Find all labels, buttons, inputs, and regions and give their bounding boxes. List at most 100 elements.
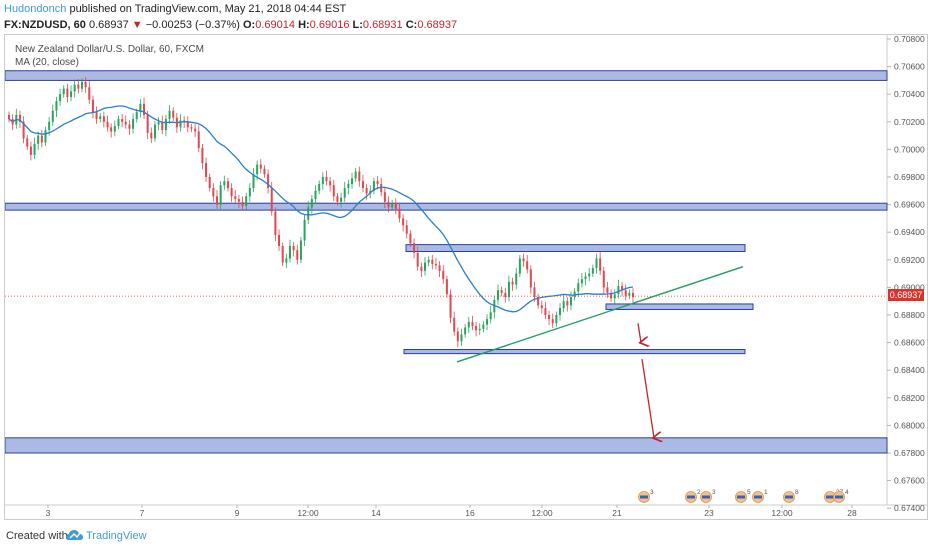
candle-body[interactable] bbox=[438, 265, 441, 271]
candle-body[interactable] bbox=[7, 114, 11, 120]
candle-body[interactable] bbox=[496, 290, 499, 300]
candle-body[interactable] bbox=[405, 225, 408, 234]
candle-body[interactable] bbox=[143, 103, 146, 115]
candle-body[interactable] bbox=[157, 121, 160, 125]
candle-body[interactable] bbox=[62, 88, 65, 95]
candle-body[interactable] bbox=[205, 163, 208, 177]
candle-body[interactable] bbox=[387, 201, 390, 208]
candle-body[interactable] bbox=[464, 327, 467, 335]
candle-body[interactable] bbox=[110, 127, 113, 132]
candle-body[interactable] bbox=[358, 171, 361, 182]
candle-body[interactable] bbox=[591, 268, 594, 274]
ma-legend[interactable]: MA (20, close) bbox=[15, 57, 79, 68]
candle-body[interactable] bbox=[427, 259, 430, 263]
support-resistance-zone[interactable] bbox=[405, 244, 746, 253]
candle-body[interactable] bbox=[599, 258, 602, 271]
candle-body[interactable] bbox=[577, 283, 580, 292]
candle-body[interactable] bbox=[555, 315, 558, 324]
candle-body[interactable] bbox=[194, 128, 197, 132]
candle-body[interactable] bbox=[66, 88, 69, 97]
candle-body[interactable] bbox=[489, 312, 492, 320]
candle-body[interactable] bbox=[394, 203, 397, 209]
candle-body[interactable] bbox=[351, 178, 354, 184]
candle-body[interactable] bbox=[153, 124, 156, 139]
candle-body[interactable] bbox=[186, 121, 189, 128]
candle-body[interactable] bbox=[164, 119, 167, 131]
support-resistance-zone[interactable] bbox=[403, 349, 746, 355]
candle-body[interactable] bbox=[602, 270, 605, 288]
candle-body[interactable] bbox=[507, 281, 510, 298]
candle-body[interactable] bbox=[529, 269, 532, 288]
candle-body[interactable] bbox=[132, 119, 135, 129]
candle-body[interactable] bbox=[88, 87, 91, 100]
candle-body[interactable] bbox=[310, 199, 313, 208]
candle-body[interactable] bbox=[252, 174, 255, 189]
candle-body[interactable] bbox=[409, 233, 412, 244]
candle-body[interactable] bbox=[420, 266, 423, 271]
candle-body[interactable] bbox=[318, 183, 321, 191]
candle-body[interactable] bbox=[80, 81, 83, 89]
candle-body[interactable] bbox=[544, 308, 547, 315]
candle-body[interactable] bbox=[73, 84, 76, 92]
tradingview-cloud-icon[interactable] bbox=[66, 529, 84, 541]
candle-body[interactable] bbox=[347, 183, 350, 189]
candle-body[interactable] bbox=[230, 188, 233, 197]
candle-body[interactable] bbox=[445, 279, 448, 295]
candle-body[interactable] bbox=[91, 99, 94, 113]
candle-body[interactable] bbox=[610, 292, 613, 299]
candle-body[interactable] bbox=[325, 177, 328, 182]
candle-body[interactable] bbox=[431, 259, 434, 264]
candle-body[interactable] bbox=[197, 131, 200, 149]
candle-body[interactable] bbox=[223, 181, 226, 186]
projection-arrow[interactable] bbox=[641, 359, 654, 438]
candle-body[interactable] bbox=[537, 297, 540, 306]
chart-panel[interactable]: 0.70800 0.70600 0.70400 0.70200 0.70000 0.698… bbox=[4, 34, 928, 520]
support-resistance-zone[interactable] bbox=[5, 437, 888, 454]
candle-body[interactable] bbox=[343, 188, 346, 198]
candle-body[interactable] bbox=[299, 240, 302, 260]
candle-body[interactable] bbox=[259, 164, 262, 169]
candle-body[interactable] bbox=[40, 135, 43, 143]
candle-body[interactable] bbox=[540, 305, 543, 309]
candle-body[interactable] bbox=[237, 199, 240, 202]
candle-body[interactable] bbox=[391, 203, 394, 208]
candle-body[interactable] bbox=[595, 258, 598, 269]
candle-body[interactable] bbox=[245, 196, 248, 206]
candle-body[interactable] bbox=[303, 219, 306, 241]
candle-body[interactable] bbox=[486, 319, 489, 325]
candle-body[interactable] bbox=[226, 181, 229, 189]
candle-body[interactable] bbox=[37, 135, 40, 144]
candle-body[interactable] bbox=[361, 181, 364, 189]
candle-body[interactable] bbox=[398, 208, 401, 219]
candle-body[interactable] bbox=[215, 196, 219, 205]
candle-body[interactable] bbox=[84, 81, 87, 88]
candle-body[interactable] bbox=[475, 326, 478, 331]
candle-body[interactable] bbox=[628, 292, 631, 296]
candle-body[interactable] bbox=[241, 201, 244, 206]
candle-body[interactable] bbox=[139, 103, 142, 113]
candle-body[interactable] bbox=[332, 185, 335, 197]
candle-body[interactable] bbox=[292, 246, 295, 251]
candle-body[interactable] bbox=[172, 110, 175, 118]
candle-body[interactable] bbox=[551, 319, 554, 324]
candle-body[interactable] bbox=[267, 174, 270, 189]
candle-body[interactable] bbox=[329, 181, 332, 186]
trendline[interactable] bbox=[456, 266, 744, 363]
candle-body[interactable] bbox=[365, 188, 368, 194]
tradingview-brand[interactable]: TradingView bbox=[86, 530, 147, 542]
candle-body[interactable] bbox=[55, 101, 58, 111]
candle-body[interactable] bbox=[201, 148, 204, 164]
candle-body[interactable] bbox=[161, 121, 164, 131]
candle-body[interactable] bbox=[617, 286, 620, 295]
candle-body[interactable] bbox=[26, 138, 29, 147]
candle-body[interactable] bbox=[146, 114, 149, 133]
candle-body[interactable] bbox=[453, 317, 456, 332]
candle-body[interactable] bbox=[383, 192, 386, 202]
candle-body[interactable] bbox=[423, 262, 427, 271]
projection-arrow[interactable] bbox=[637, 323, 641, 342]
price-chart[interactable]: 0.70800 0.70600 0.70400 0.70200 0.70000 0.698… bbox=[5, 35, 927, 519]
candle-body[interactable] bbox=[18, 114, 21, 122]
candle-body[interactable] bbox=[234, 196, 237, 200]
candle-body[interactable] bbox=[99, 116, 102, 120]
candle-body[interactable] bbox=[372, 181, 375, 191]
